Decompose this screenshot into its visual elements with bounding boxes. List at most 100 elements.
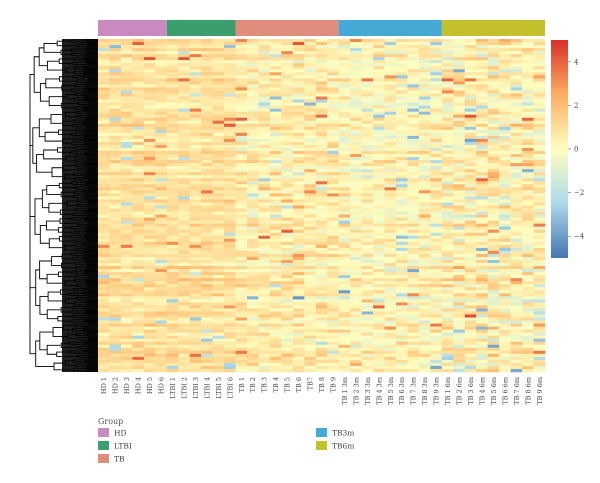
- heat-cell: [235, 126, 248, 131]
- heat-cell: [178, 199, 190, 203]
- heat-cell: [327, 75, 339, 79]
- heat-cell: [189, 278, 202, 282]
- heat-cell: [224, 144, 236, 149]
- heat-cell: [499, 129, 511, 134]
- heat-cell: [533, 151, 546, 155]
- heat-cell: [155, 169, 168, 173]
- heat-cell: [247, 275, 259, 279]
- heat-cell: [109, 78, 122, 82]
- heat-cell: [258, 205, 271, 209]
- heat-cell: [235, 129, 248, 134]
- heat-cell: [373, 166, 385, 170]
- heat-cell: [304, 217, 317, 221]
- heat-cell: [350, 202, 362, 206]
- heat-cell: [327, 66, 339, 70]
- heat-cell: [453, 196, 466, 200]
- heat-cell: [212, 102, 225, 106]
- heat-cell: [418, 154, 431, 158]
- heat-cell: [361, 132, 374, 137]
- heat-cell: [510, 172, 523, 176]
- heat-cell: [235, 196, 248, 200]
- heat-cell: [132, 329, 145, 333]
- heat-cell: [373, 293, 385, 297]
- heat-cell: [258, 190, 271, 194]
- heat-cell: [453, 39, 466, 43]
- heat-cell: [487, 69, 500, 73]
- heat-cell: [109, 151, 122, 155]
- heat-cell: [533, 259, 546, 264]
- heat-cell: [235, 132, 248, 137]
- heat-cell: [441, 368, 454, 373]
- heat-cell: [499, 78, 511, 82]
- heat-cell: [315, 256, 328, 261]
- heat-cell: [441, 84, 454, 88]
- heat-cell: [304, 320, 317, 324]
- heat-cell: [304, 308, 317, 312]
- heat-cell: [189, 296, 202, 300]
- heat-cell: [499, 217, 511, 221]
- heat-cell: [109, 332, 122, 336]
- heat-cell: [178, 90, 190, 94]
- heat-cell: [361, 123, 374, 128]
- heat-cell: [384, 172, 397, 176]
- heat-cell: [510, 275, 523, 279]
- heat-cell: [418, 214, 431, 218]
- heat-cell: [235, 269, 248, 273]
- heat-cell: [453, 123, 466, 128]
- heat-cell: [441, 54, 454, 58]
- heat-cell: [201, 87, 213, 91]
- heat-cell: [304, 154, 317, 158]
- heat-cell: [533, 199, 546, 203]
- heat-cell: [476, 220, 488, 224]
- heat-cell: [120, 138, 133, 143]
- heat-cell: [441, 284, 454, 288]
- heat-cell: [224, 211, 236, 215]
- heat-cell: [338, 296, 351, 300]
- heat-cell: [178, 42, 190, 46]
- column-label: HD 1: [100, 377, 108, 394]
- heat-cell: [315, 81, 328, 85]
- heat-cell: [430, 120, 443, 125]
- heat-cell: [224, 123, 236, 128]
- heat-cell: [201, 211, 213, 215]
- heat-cell: [189, 78, 202, 82]
- heat-cell: [178, 126, 190, 131]
- heat-cell: [98, 241, 110, 246]
- heat-cell: [109, 205, 122, 209]
- heat-cell: [464, 311, 477, 315]
- heat-cell: [487, 199, 500, 203]
- heat-cell: [384, 341, 397, 346]
- heat-cell: [510, 141, 523, 146]
- heat-cell: [487, 163, 500, 167]
- heat-cell: [224, 172, 236, 176]
- heat-cell: [487, 320, 500, 324]
- heat-cell: [327, 359, 339, 364]
- heat-cell: [304, 135, 317, 140]
- heat-cell: [396, 226, 408, 231]
- heat-cell: [315, 175, 328, 179]
- heat-cell: [155, 293, 168, 297]
- heat-cell: [396, 114, 408, 119]
- heat-cell: [327, 362, 339, 367]
- heat-cell: [224, 244, 236, 249]
- heat-cell: [178, 69, 190, 73]
- heat-cell: [430, 151, 443, 155]
- heat-cell: [304, 96, 317, 100]
- heat-cell: [407, 196, 420, 200]
- heat-cell: [166, 99, 179, 103]
- heat-cell: [361, 253, 374, 258]
- heat-cell: [98, 269, 110, 273]
- heat-cell: [533, 147, 546, 152]
- heat-cell: [269, 223, 282, 227]
- heat-cell: [224, 54, 236, 58]
- heat-cell: [212, 151, 225, 155]
- heat-cell: [499, 275, 511, 279]
- heat-cell: [384, 126, 397, 131]
- heat-cell: [327, 226, 339, 231]
- heat-cell: [201, 317, 213, 321]
- heat-cell: [350, 287, 362, 291]
- heat-cell: [120, 84, 133, 88]
- heat-cell: [189, 317, 202, 321]
- heat-cell: [304, 256, 317, 261]
- heat-cell: [407, 211, 420, 215]
